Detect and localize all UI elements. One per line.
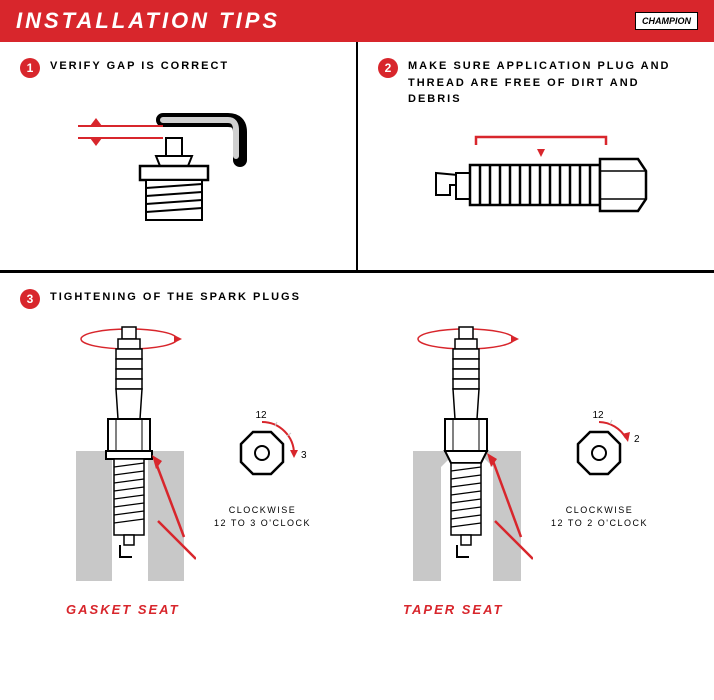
clock-2-label: 2 [634,434,640,445]
step-2-text: Make sure application plug and thread ar… [408,58,694,108]
clock-12-label: 12 [593,410,605,421]
step-2-diagram [378,120,694,250]
clock-12-label: 12 [256,410,268,421]
tightening-diagrams: GASKET SEAT 12 3 CLOCKWISE12 TO 3 O'CLOC… [20,321,694,617]
top-panels: 1 Verify gap is correct [0,42,714,273]
gasket-seat-label: GASKET SEAT [66,602,196,617]
step-1-text: Verify gap is correct [50,58,229,75]
step-2-badge: 2 [378,58,398,78]
gasket-rotation-text: CLOCKWISE12 TO 3 O'CLOCK [214,504,311,529]
gasket-hex-group: 12 3 CLOCKWISE12 TO 3 O'CLOCK [214,408,311,529]
step-1-badge: 1 [20,58,40,78]
page-title: INSTALLATION TIPS [16,8,280,34]
step-3-text: Tightening of the spark plugs [50,289,301,306]
step-1-header: 1 Verify gap is correct [20,58,336,78]
step-3-badge: 3 [20,289,40,309]
thread-diagram-svg [406,125,666,245]
taper-hex-svg: 12 2 [554,408,644,498]
step-3-header: 3 Tightening of the spark plugs [20,289,694,309]
clock-3-label: 3 [301,450,307,461]
panel-step-2: 2 Make sure application plug and thread … [358,42,714,270]
taper-hex-group: 12 2 CLOCKWISE12 TO 2 O'CLOCK [551,408,648,529]
gap-diagram-svg [68,90,288,230]
gasket-hex-svg: 12 3 [217,408,307,498]
taper-rotation-text: CLOCKWISE12 TO 2 O'CLOCK [551,504,648,529]
gasket-plug-diagram: GASKET SEAT [66,321,196,617]
taper-seat-label: TAPER SEAT [403,602,533,617]
taper-plug-diagram: TAPER SEAT [403,321,533,617]
brand-logo: CHAMPION [635,12,698,30]
taper-seat-group: TAPER SEAT 12 2 CLOCKWISE12 TO 2 O'CLOCK [403,321,648,617]
gasket-seat-group: GASKET SEAT 12 3 CLOCKWISE12 TO 3 O'CLOC… [66,321,311,617]
panel-step-1: 1 Verify gap is correct [0,42,358,270]
header-bar: INSTALLATION TIPS CHAMPION [0,0,714,42]
step-2-header: 2 Make sure application plug and thread … [378,58,694,108]
panel-step-3: 3 Tightening of the spark plugs [0,273,714,637]
step-1-diagram [20,90,336,230]
